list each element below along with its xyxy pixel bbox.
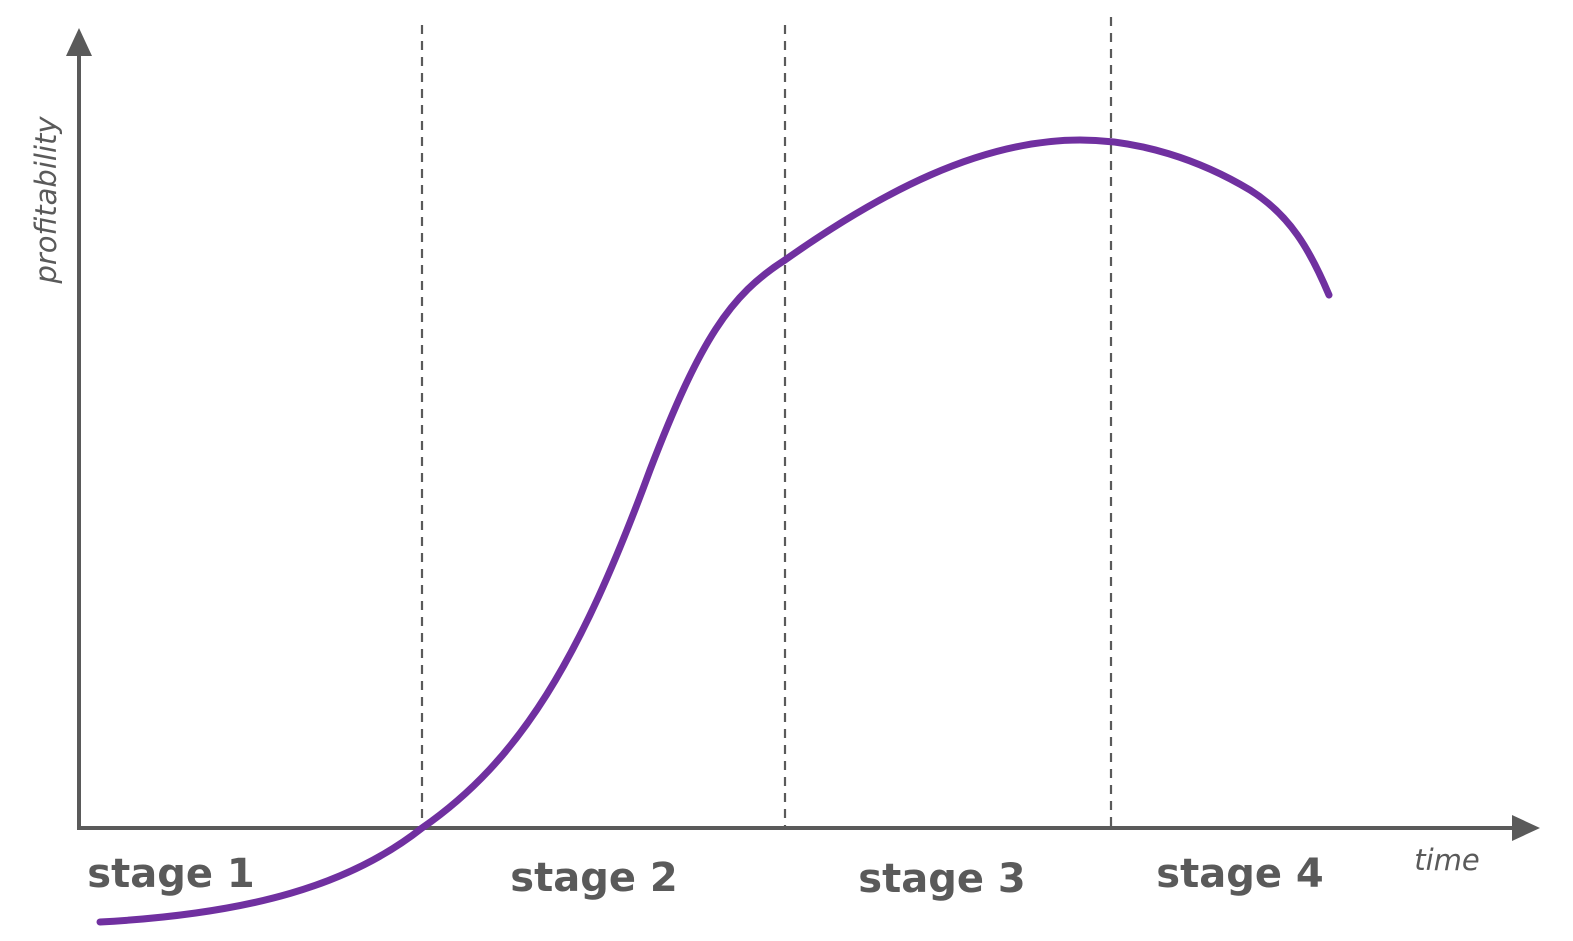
profitability-curve [96,136,1333,926]
stage-label-4: stage 4 [1156,851,1323,897]
stage-label-2: stage 2 [510,855,677,901]
x-axis-arrow-icon [1512,815,1540,841]
y-axis-label: profitability [29,116,63,285]
stage-label-3: stage 3 [858,856,1025,902]
x-axis-label: time [1414,843,1480,877]
stage-label-1: stage 1 [87,851,254,897]
y-axis-arrow-icon [66,28,92,56]
